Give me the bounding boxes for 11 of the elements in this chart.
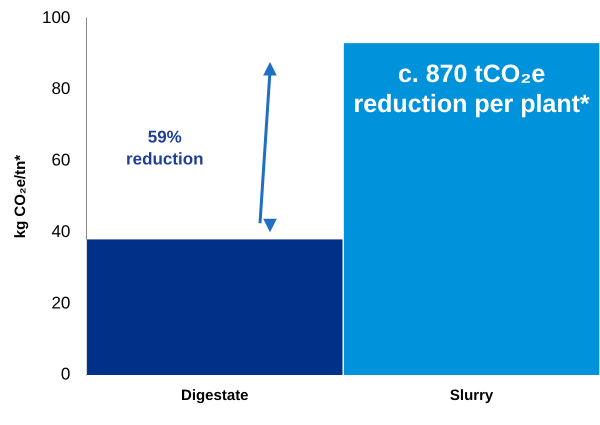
x-tick-label: Digestate (181, 387, 249, 404)
y-tick-label: 80 (51, 79, 70, 98)
x-tick-label: Slurry (450, 387, 494, 404)
y-tick-label: 100 (42, 8, 70, 27)
y-tick-label: 20 (51, 293, 70, 312)
y-tick-label: 40 (51, 222, 70, 241)
annotation: 59% reduction (126, 127, 204, 168)
annotation: c. 870 tCO₂e reduction per plant* (354, 60, 590, 118)
y-tick-label: 0 (60, 364, 70, 384)
y-tick-label: 60 (51, 150, 70, 170)
y-axis-title: kg CO₂e/tn* (12, 154, 30, 238)
